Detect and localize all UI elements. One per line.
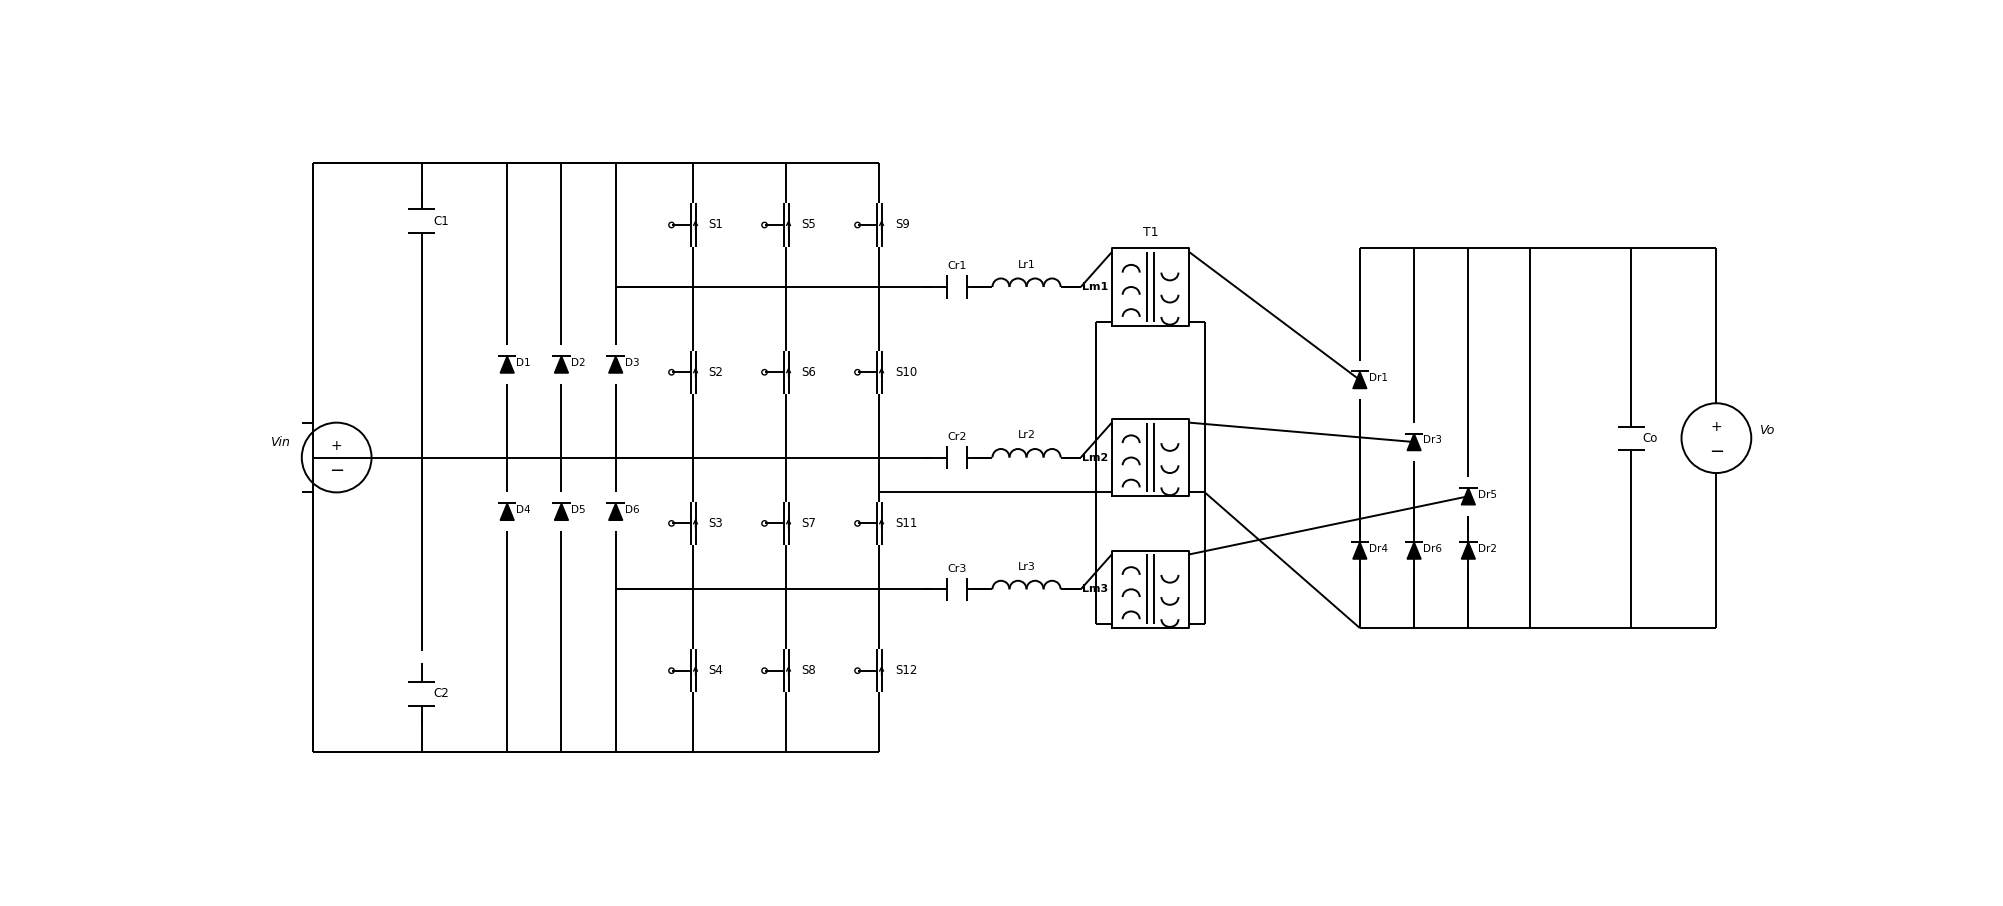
Text: Dr1: Dr1	[1370, 373, 1388, 383]
Text: Dr6: Dr6	[1424, 544, 1442, 554]
Text: D2: D2	[571, 358, 585, 368]
Text: −: −	[1709, 443, 1725, 461]
Text: Dr3: Dr3	[1424, 436, 1442, 446]
Text: Lm3: Lm3	[1082, 584, 1108, 594]
Text: S5: S5	[801, 218, 817, 232]
Text: D5: D5	[571, 506, 585, 516]
Text: D1: D1	[517, 358, 531, 368]
Text: S7: S7	[801, 517, 817, 530]
Text: Dr4: Dr4	[1370, 544, 1388, 554]
Text: Co: Co	[1642, 431, 1658, 445]
Text: T1: T1	[1144, 226, 1158, 239]
Text: S2: S2	[709, 366, 723, 379]
Text: Cr3: Cr3	[947, 564, 967, 573]
Polygon shape	[501, 356, 515, 373]
Text: Vin: Vin	[270, 436, 290, 448]
Polygon shape	[501, 503, 515, 520]
Text: Lr1: Lr1	[1018, 260, 1036, 270]
Text: S4: S4	[709, 664, 723, 677]
Text: +: +	[330, 439, 343, 453]
Text: D4: D4	[517, 506, 531, 516]
Text: C1: C1	[433, 215, 449, 227]
Text: Lr2: Lr2	[1018, 430, 1036, 440]
Text: Dr2: Dr2	[1478, 544, 1496, 554]
Text: S1: S1	[709, 218, 723, 232]
Text: +: +	[1711, 419, 1723, 434]
Polygon shape	[1462, 487, 1476, 505]
Text: Dr5: Dr5	[1478, 490, 1496, 500]
Polygon shape	[1352, 371, 1366, 389]
Text: Lm2: Lm2	[1082, 452, 1108, 463]
Text: S12: S12	[895, 664, 917, 677]
Text: D3: D3	[625, 358, 639, 368]
Text: −: −	[328, 462, 345, 480]
Polygon shape	[1408, 433, 1420, 450]
Text: S11: S11	[895, 517, 917, 530]
Text: S10: S10	[895, 366, 917, 379]
Text: S8: S8	[801, 664, 817, 677]
Polygon shape	[1408, 542, 1420, 559]
Text: S6: S6	[801, 366, 817, 379]
Text: Cr2: Cr2	[947, 432, 967, 442]
Text: Cr1: Cr1	[947, 262, 967, 272]
Text: S9: S9	[895, 218, 909, 232]
Polygon shape	[555, 356, 569, 373]
Polygon shape	[609, 356, 623, 373]
Text: Vo: Vo	[1759, 424, 1775, 437]
Polygon shape	[609, 503, 623, 520]
Polygon shape	[1462, 542, 1476, 559]
Text: S3: S3	[709, 517, 723, 530]
Polygon shape	[1352, 542, 1366, 559]
Text: C2: C2	[433, 688, 449, 700]
Text: Lr3: Lr3	[1018, 563, 1036, 573]
Text: D6: D6	[625, 506, 639, 516]
Polygon shape	[555, 503, 569, 520]
Text: Lm1: Lm1	[1082, 282, 1108, 292]
